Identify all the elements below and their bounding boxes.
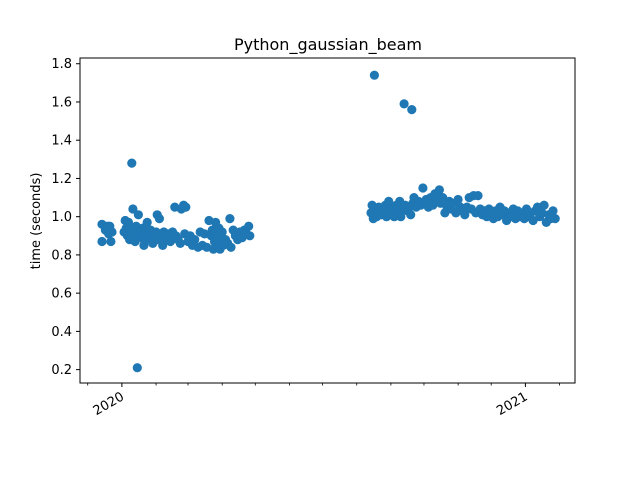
data-point	[396, 212, 406, 222]
data-point	[418, 183, 428, 193]
data-point	[434, 185, 444, 195]
data-point	[225, 214, 235, 224]
chart-title: Python_gaussian_beam	[234, 35, 422, 55]
data-point	[154, 214, 164, 224]
y-axis: 0.2 0.4 0.6 0.8 1.0 1.2 1.4 1.6 1.8	[51, 57, 80, 378]
data-point	[123, 217, 134, 227]
y-tick-label: 0.2	[51, 363, 72, 378]
data-point	[539, 200, 549, 210]
y-tick-label: 1.2	[51, 172, 72, 187]
data-point	[244, 221, 254, 231]
plot-frame	[79, 57, 576, 384]
data-point	[127, 158, 137, 168]
data-point	[460, 210, 470, 220]
data-point	[132, 363, 142, 373]
y-tick-label: 1.8	[51, 57, 72, 72]
y-axis-title: time (seconds)	[29, 173, 44, 270]
y-tick-label: 1.4	[51, 134, 72, 149]
y-tick-label: 1.6	[51, 95, 72, 110]
data-points	[97, 70, 560, 373]
data-point	[453, 194, 463, 205]
data-point	[107, 227, 117, 237]
data-point	[128, 204, 138, 214]
data-point	[550, 214, 560, 224]
data-point	[548, 206, 558, 216]
data-point	[384, 196, 394, 206]
y-tick-label: 0.8	[51, 248, 72, 263]
data-point	[158, 240, 168, 250]
y-tick-label: 0.6	[51, 287, 72, 302]
data-point	[106, 236, 116, 247]
y-tick-label: 0.4	[51, 325, 72, 340]
data-point	[217, 227, 227, 237]
y-tick-label: 1.0	[51, 210, 72, 225]
data-point	[245, 231, 255, 241]
data-point	[406, 210, 416, 220]
data-point	[97, 236, 107, 247]
data-point	[407, 105, 417, 115]
data-point	[399, 99, 409, 109]
data-point	[369, 70, 379, 80]
data-point	[175, 238, 185, 248]
data-point	[190, 235, 200, 245]
data-point	[181, 202, 191, 212]
data-point	[473, 191, 483, 201]
data-point	[142, 217, 152, 227]
data-point	[226, 242, 236, 252]
data-point	[165, 236, 175, 247]
data-point	[133, 210, 143, 220]
